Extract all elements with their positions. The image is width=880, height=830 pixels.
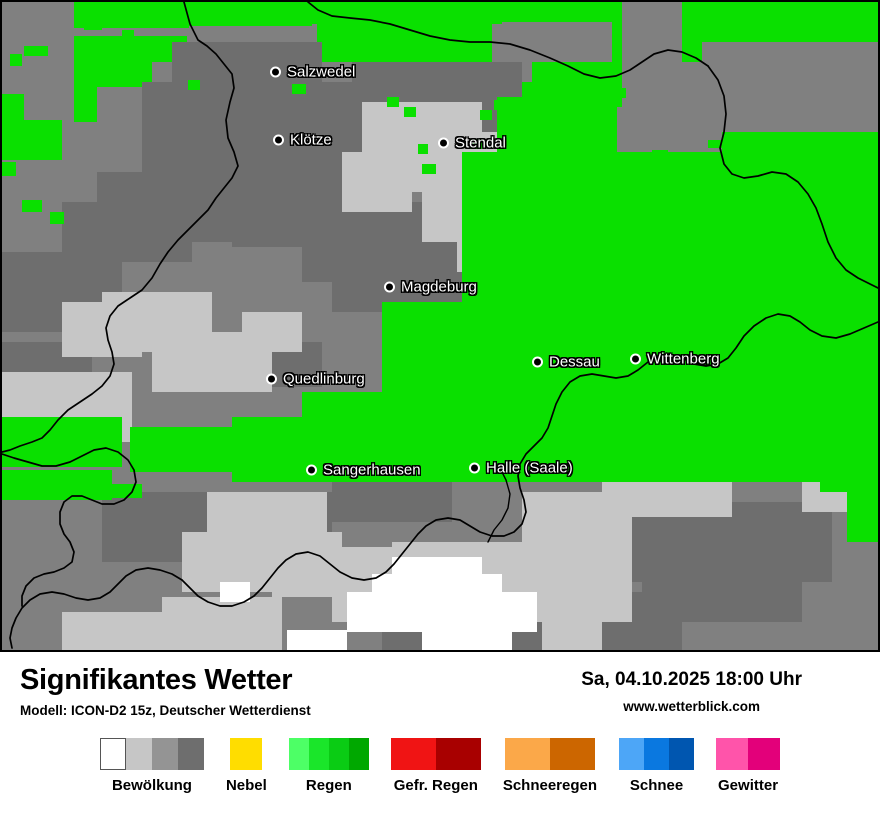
- model-subtitle: Modell: ICON-D2 15z, Deutscher Wetterdie…: [20, 703, 311, 718]
- legend-swatch: [328, 738, 349, 770]
- legend-swatch: [308, 738, 329, 770]
- meta-block: Sa, 04.10.2025 18:00 Uhr www.wetterblick…: [581, 670, 802, 714]
- legend-swatch: [644, 738, 670, 770]
- legend-swatch: [288, 738, 309, 770]
- legend-label: Schnee: [629, 777, 684, 794]
- weather-map-panel[interactable]: Salzwedel Klötze Stendal Magdeburg Dessa…: [0, 0, 880, 652]
- legend-label: Bewölkung: [111, 777, 192, 794]
- legend-label: Regen: [305, 777, 352, 794]
- legend-swatch: [99, 738, 126, 770]
- legend-swatch: [716, 738, 749, 770]
- legend-swatch: [748, 738, 781, 770]
- fog-swatch: [230, 738, 263, 770]
- legend-entry-thunderstorm-swatch: Gewitter: [716, 738, 781, 794]
- legend-label: Nebel: [225, 777, 267, 794]
- legend-swatch: [390, 738, 436, 770]
- legend-swatch: [619, 738, 645, 770]
- freezing-rain-swatch: [390, 738, 481, 770]
- rain-swatch: [288, 738, 369, 770]
- legend-swatch: [177, 738, 204, 770]
- site-url-label[interactable]: www.wetterblick.com: [623, 699, 761, 714]
- legend-entry-freezing-rain-swatch: Gefr. Regen: [390, 738, 481, 794]
- weather-raster-layer: [2, 2, 878, 650]
- snow-swatch: [619, 738, 695, 770]
- legend-label: Gefr. Regen: [393, 777, 478, 794]
- sleet-swatch: [504, 738, 595, 770]
- cloud-swatch: [99, 738, 204, 770]
- legend-entry-sleet-swatch: Schneeregen: [503, 738, 597, 794]
- page-title: Signifikantes Wetter: [20, 664, 293, 696]
- thunderstorm-swatch: [716, 738, 781, 770]
- legend-swatch: [348, 738, 369, 770]
- legend-entry-fog-swatch: Nebel: [226, 738, 267, 794]
- legend-label: Schneeregen: [502, 777, 598, 794]
- title-block: Signifikantes Wetter Modell: ICON-D2 15z…: [20, 666, 311, 718]
- legend-entry-snow-swatch: Schnee: [619, 738, 695, 794]
- legend-swatch: [151, 738, 178, 770]
- footer-panel: Signifikantes Wetter Modell: ICON-D2 15z…: [0, 652, 880, 830]
- valid-time-label: Sa, 04.10.2025 18:00 Uhr: [581, 669, 802, 690]
- legend-entry-cloud-swatch: Bewölkung: [99, 738, 204, 794]
- footer-header: Signifikantes Wetter Modell: ICON-D2 15z…: [0, 652, 880, 724]
- legend-swatch: [504, 738, 550, 770]
- legend: Bewölkung Nebel Regen Gefr. Regen Schneerege…: [0, 738, 880, 794]
- legend-swatch: [435, 738, 481, 770]
- legend-swatch: [230, 738, 263, 770]
- legend-swatch: [669, 738, 695, 770]
- legend-swatch: [549, 738, 595, 770]
- legend-swatch: [125, 738, 152, 770]
- legend-entry-rain-swatch: Regen: [288, 738, 369, 794]
- legend-label: Gewitter: [718, 777, 779, 794]
